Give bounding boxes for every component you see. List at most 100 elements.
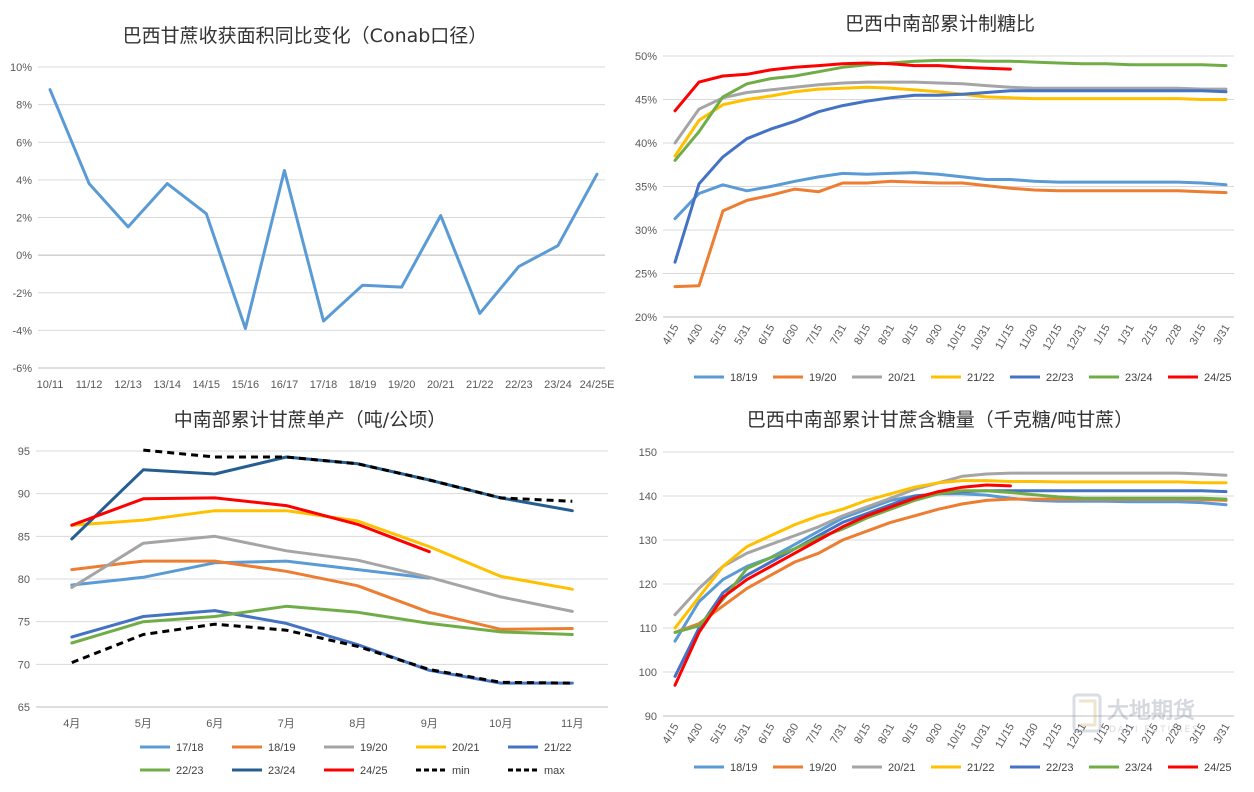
x-tick-label: 9/30 [924, 722, 945, 747]
x-tick-label: 6/15 [756, 323, 777, 348]
series-line-20-21 [673, 471, 1228, 617]
x-tick-label: 14/15 [193, 379, 221, 391]
x-tick-label: 11/12 [76, 379, 103, 391]
y-tick-label: 8% [16, 100, 32, 112]
x-tick-label: 4月 [63, 718, 80, 730]
x-tick-label: 4/30 [684, 323, 705, 348]
x-tick-label: 5/15 [708, 323, 729, 348]
x-tick-label: 7月 [278, 718, 295, 730]
series-line-min [71, 622, 573, 685]
x-tick-label: 5/31 [732, 722, 753, 747]
x-tick-label: 12/13 [114, 379, 142, 391]
y-tick-label: 120 [639, 579, 657, 591]
y-tick-label: 100 [639, 667, 657, 679]
x-tick-label: 11月 [561, 718, 583, 730]
y-tick-label: 70 [18, 659, 30, 671]
y-tick-label: 150 [639, 447, 657, 459]
series-line-24-25 [673, 483, 1012, 687]
y-tick-label: 25% [635, 269, 657, 281]
legend-label: 24/25 [1204, 372, 1232, 384]
y-tick-label: 130 [639, 535, 657, 547]
legend-label: 23/24 [1125, 372, 1153, 384]
x-tick-label: 15/16 [232, 379, 260, 391]
y-tick-label: 20% [635, 312, 657, 324]
series-line-19-20 [673, 179, 1228, 289]
legend-label: 17/18 [176, 742, 204, 754]
x-tick-label: 2/15 [1140, 323, 1161, 348]
x-tick-label: 8月 [349, 718, 366, 730]
y-tick-label: 35% [635, 182, 657, 194]
x-tick-label: 6月 [206, 718, 223, 730]
x-tick-label: 11/30 [1017, 722, 1041, 751]
x-tick-label: 12/15 [1041, 722, 1065, 752]
watermark-icon [1072, 693, 1102, 733]
legend-label: 18/19 [268, 742, 296, 754]
series-line-18-19 [70, 559, 574, 631]
chart-title: 巴西中南部累计制糖比 [845, 13, 1035, 35]
x-tick-label: 13/14 [153, 379, 181, 391]
x-tick-label: 6/15 [756, 722, 777, 747]
legend-label: max [544, 765, 565, 777]
x-tick-label: 1/15 [1092, 323, 1113, 348]
x-tick-label: 12/31 [1065, 323, 1089, 353]
x-tick-label: 10/11 [37, 379, 64, 391]
x-tick-label: 7/31 [828, 722, 849, 747]
y-tick-label: 95 [18, 446, 30, 458]
y-tick-label: 4% [16, 175, 32, 187]
series-line-24-25 [673, 61, 1012, 113]
legend-label: 18/19 [730, 372, 758, 384]
y-tick-label: 140 [639, 491, 657, 503]
x-tick-label: 20/21 [427, 379, 455, 391]
x-tick-label: 2/28 [1164, 323, 1185, 348]
series-line-18-19 [673, 171, 1228, 221]
x-tick-label: 10/15 [945, 722, 969, 752]
legend-label: min [452, 765, 470, 777]
legend-label: 24/25 [1204, 762, 1232, 774]
series-line-22-23 [673, 89, 1228, 264]
legend-label: 20/21 [888, 372, 916, 384]
x-tick-label: 16/17 [271, 379, 299, 391]
x-tick-label: 24/25E [580, 379, 615, 391]
x-tick-label: 8/15 [852, 323, 873, 348]
y-tick-label: 45% [635, 95, 657, 107]
legend-label: 20/21 [888, 762, 916, 774]
x-tick-label: 11/30 [1017, 323, 1041, 352]
x-tick-label: 10/31 [969, 323, 993, 353]
legend-label: 18/19 [730, 762, 758, 774]
y-tick-label: -2% [12, 288, 32, 300]
series-line-17-18 [70, 559, 431, 587]
chart-title: 中南部累计甘蔗单产（吨/公顷） [174, 409, 446, 431]
x-tick-label: 3/31 [1211, 722, 1232, 747]
watermark-text: 大地期货 [1107, 698, 1195, 724]
x-tick-label: 5月 [135, 718, 152, 730]
legend-label: 19/20 [809, 762, 837, 774]
x-tick-label: 10月 [489, 718, 512, 730]
x-tick-label: 11/15 [993, 722, 1017, 751]
chart-harvest-area-yoy: 巴西甘蔗收获面积同比变化（Conab口径） 10% 8% 6% 4% 2% 0% -2% -4%… [0, 0, 627, 396]
legend-label: 22/23 [1046, 372, 1074, 384]
x-tick-label: 9/30 [924, 323, 945, 348]
chart-svg: 巴西甘蔗收获面积同比变化（Conab口径） 10% 8% 6% 4% 2% 0% -2% -4%… [10, 25, 615, 391]
x-tick-label: 18/19 [349, 379, 377, 391]
x-tick-label: 7/15 [804, 323, 825, 348]
y-tick-label: 2% [16, 213, 32, 225]
chart-atr-sugar-content: 巴西中南部累计甘蔗含糖量（千克糖/吨甘蔗） 150 140 130 120 110 100 9… [627, 396, 1254, 792]
x-tick-label: 17/18 [310, 379, 338, 391]
x-tick-label: 1/31 [1116, 323, 1137, 348]
y-tick-label: 40% [635, 138, 657, 150]
legend-label: 23/24 [1125, 762, 1153, 774]
x-tick-label: 8/15 [852, 722, 873, 747]
y-tick-label: 80 [18, 574, 30, 586]
series-line-同比 [48, 88, 599, 330]
legend-label: 23/24 [268, 765, 296, 777]
y-tick-label: 85 [18, 531, 30, 543]
x-tick-label: 9/15 [900, 323, 921, 348]
series-line-22-23 [70, 604, 574, 645]
x-tick-label: 10/31 [969, 722, 993, 752]
legend-label: 21/22 [967, 762, 995, 774]
series-line-18-19 [673, 492, 1228, 643]
series-line-21-22 [673, 479, 1228, 630]
x-tick-label: 3/31 [1211, 323, 1232, 348]
x-tick-label: 23/24 [544, 379, 572, 391]
series-line-23-24 [673, 489, 1228, 634]
